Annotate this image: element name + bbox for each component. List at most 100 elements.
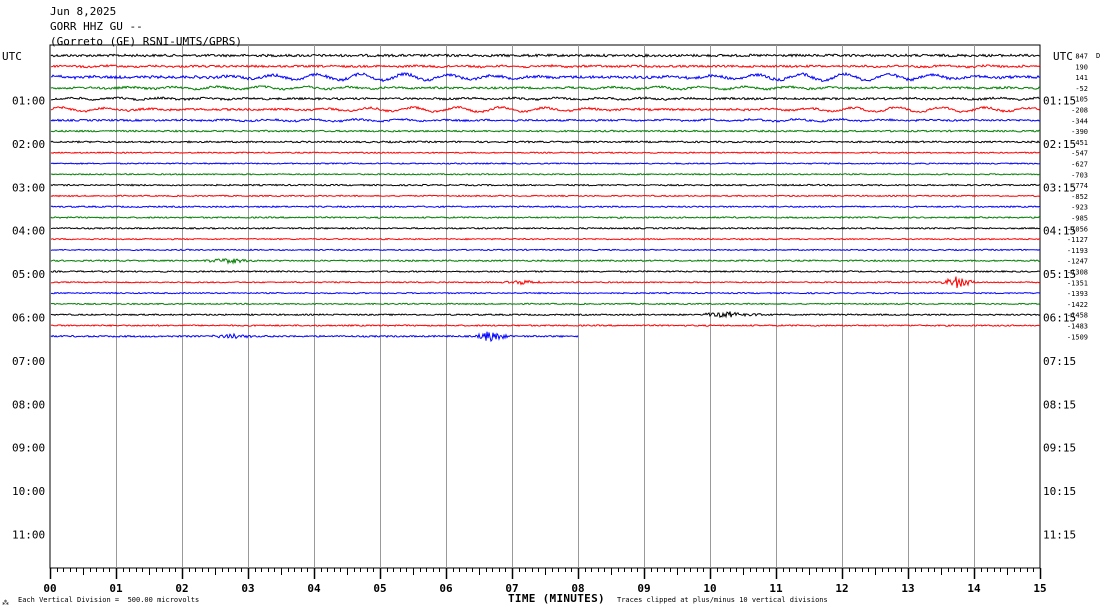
left-hour-label: 02:00 — [12, 138, 45, 151]
trace-line — [50, 151, 1041, 155]
left-hour-label: 06:00 — [12, 312, 45, 325]
trace-line — [50, 85, 1041, 91]
right-hour-label: 04:15 — [1043, 225, 1076, 238]
left-hour-label: 08:00 — [12, 398, 45, 411]
trace-line — [50, 53, 1041, 58]
left-hour-label: 04:00 — [12, 225, 45, 238]
left-axis-title: UTC — [2, 50, 22, 63]
offset-top-label: D — [1096, 52, 1100, 60]
trace-line — [50, 162, 1041, 165]
right-hour-label: 11:15 — [1043, 529, 1076, 542]
trace-offset-label: -208 — [1071, 107, 1088, 115]
x-tick-label: 07 — [505, 582, 518, 595]
left-hour-label: 03:00 — [12, 181, 45, 194]
left-hour-label: 05:00 — [12, 268, 45, 281]
trace-line — [50, 276, 1041, 288]
right-hour-label: 09:15 — [1043, 442, 1076, 455]
trace-line — [50, 248, 1041, 252]
right-hour-label: 06:15 — [1043, 312, 1076, 325]
right-hour-label: 02:15 — [1043, 138, 1076, 151]
trace-line — [50, 311, 1041, 319]
trace-offset-label: 190 — [1075, 63, 1088, 71]
trace-offset-label: -547 — [1071, 150, 1088, 158]
trace-line — [50, 129, 1041, 133]
right-hour-label: 08:15 — [1043, 398, 1076, 411]
trace-line — [50, 194, 1041, 198]
right-hour-label: 10:15 — [1043, 485, 1076, 498]
trace-offset-label: -1127 — [1067, 236, 1088, 244]
clip-note: Traces clipped at plus/minus 10 vertical… — [617, 596, 828, 604]
trace-line — [50, 331, 579, 343]
x-tick-label: 04 — [307, 582, 321, 595]
x-tick-label: 11 — [769, 582, 783, 595]
trace-line — [50, 324, 1041, 327]
trace-offset-label: -1193 — [1067, 247, 1088, 255]
trace-offset-label: -1509 — [1067, 333, 1088, 341]
trace-offset-label: 847 — [1075, 53, 1088, 61]
trace-line — [50, 183, 1041, 187]
x-tick-label: 03 — [241, 582, 254, 595]
left-hour-label: 01:00 — [12, 95, 45, 108]
trace-line — [50, 269, 1041, 274]
x-tick-label: 02 — [175, 582, 188, 595]
trace-offset-label: 141 — [1075, 74, 1088, 82]
trace-line — [50, 291, 1041, 295]
left-hour-label: 07:00 — [12, 355, 45, 368]
trace-line — [50, 172, 1041, 176]
trace-line — [50, 205, 1040, 209]
left-hour-label: 11:00 — [12, 529, 45, 542]
x-tick-label: 06 — [439, 582, 453, 595]
trace-offset-label: -985 — [1071, 215, 1088, 223]
right-hour-label: 05:15 — [1043, 268, 1076, 281]
x-tick-label: 15 — [1033, 582, 1046, 595]
right-hour-label: 03:15 — [1043, 181, 1076, 194]
trace-line — [50, 258, 1041, 265]
trace-line — [50, 216, 1041, 219]
left-hour-label: 10:00 — [12, 485, 45, 498]
x-tick-label: 08 — [571, 582, 584, 595]
x-axis-title: TIME (MINUTES) — [508, 592, 605, 605]
x-tick-label: 12 — [835, 582, 848, 595]
trace-line — [50, 226, 1041, 230]
trace-offset-label: -1483 — [1067, 323, 1088, 331]
trace-offset-label: -703 — [1071, 171, 1088, 179]
plot-frame — [49, 44, 1041, 569]
header-station: GORR HHZ GU -- — [50, 20, 143, 33]
trace-offset-label: -52 — [1075, 85, 1088, 93]
trace-offset-label: -451 — [1071, 139, 1088, 147]
x-tick-label: 00 — [43, 582, 56, 595]
x-tick-label: 14 — [967, 582, 981, 595]
x-tick-label: 09 — [637, 582, 650, 595]
x-tick-label: 10 — [703, 582, 716, 595]
trace-offset-label: -1351 — [1067, 279, 1088, 287]
trace-offset-label: -1422 — [1067, 301, 1088, 309]
trace-line — [50, 63, 1041, 69]
trace-offset-label: -105 — [1071, 96, 1088, 104]
trace-offset-label: -852 — [1071, 193, 1088, 201]
left-hour-label: 09:00 — [12, 442, 45, 455]
footer-mark: ⁂ — [2, 599, 9, 607]
x-tick-label: 01 — [109, 582, 123, 595]
trace-offset-label: -627 — [1071, 161, 1088, 169]
trace-line — [50, 237, 1041, 241]
trace-offset-label: -1056 — [1067, 225, 1088, 233]
trace-offset-label: -923 — [1071, 204, 1088, 212]
trace-offset-label: -1308 — [1067, 269, 1088, 277]
trace-offset-label: -1458 — [1067, 312, 1088, 320]
trace-offset-label: -1247 — [1067, 258, 1088, 266]
right-hour-label: 01:15 — [1043, 95, 1076, 108]
right-hour-label: 07:15 — [1043, 355, 1076, 368]
trace-offset-label: -1393 — [1067, 290, 1088, 298]
trace-line — [50, 95, 1041, 102]
right-axis-title: UTC — [1053, 50, 1073, 63]
trace-offset-label: -344 — [1071, 117, 1088, 125]
trace-line — [50, 105, 1041, 114]
trace-line — [50, 117, 1041, 123]
trace-offset-label: -774 — [1071, 182, 1088, 190]
x-tick-label: 05 — [373, 582, 386, 595]
header-date: Jun 8,2025 — [50, 5, 117, 18]
division-note: Each Vertical Division = 500.00 microvol… — [18, 596, 200, 604]
trace-offset-label: -390 — [1071, 128, 1088, 136]
trace-line — [50, 302, 1041, 306]
